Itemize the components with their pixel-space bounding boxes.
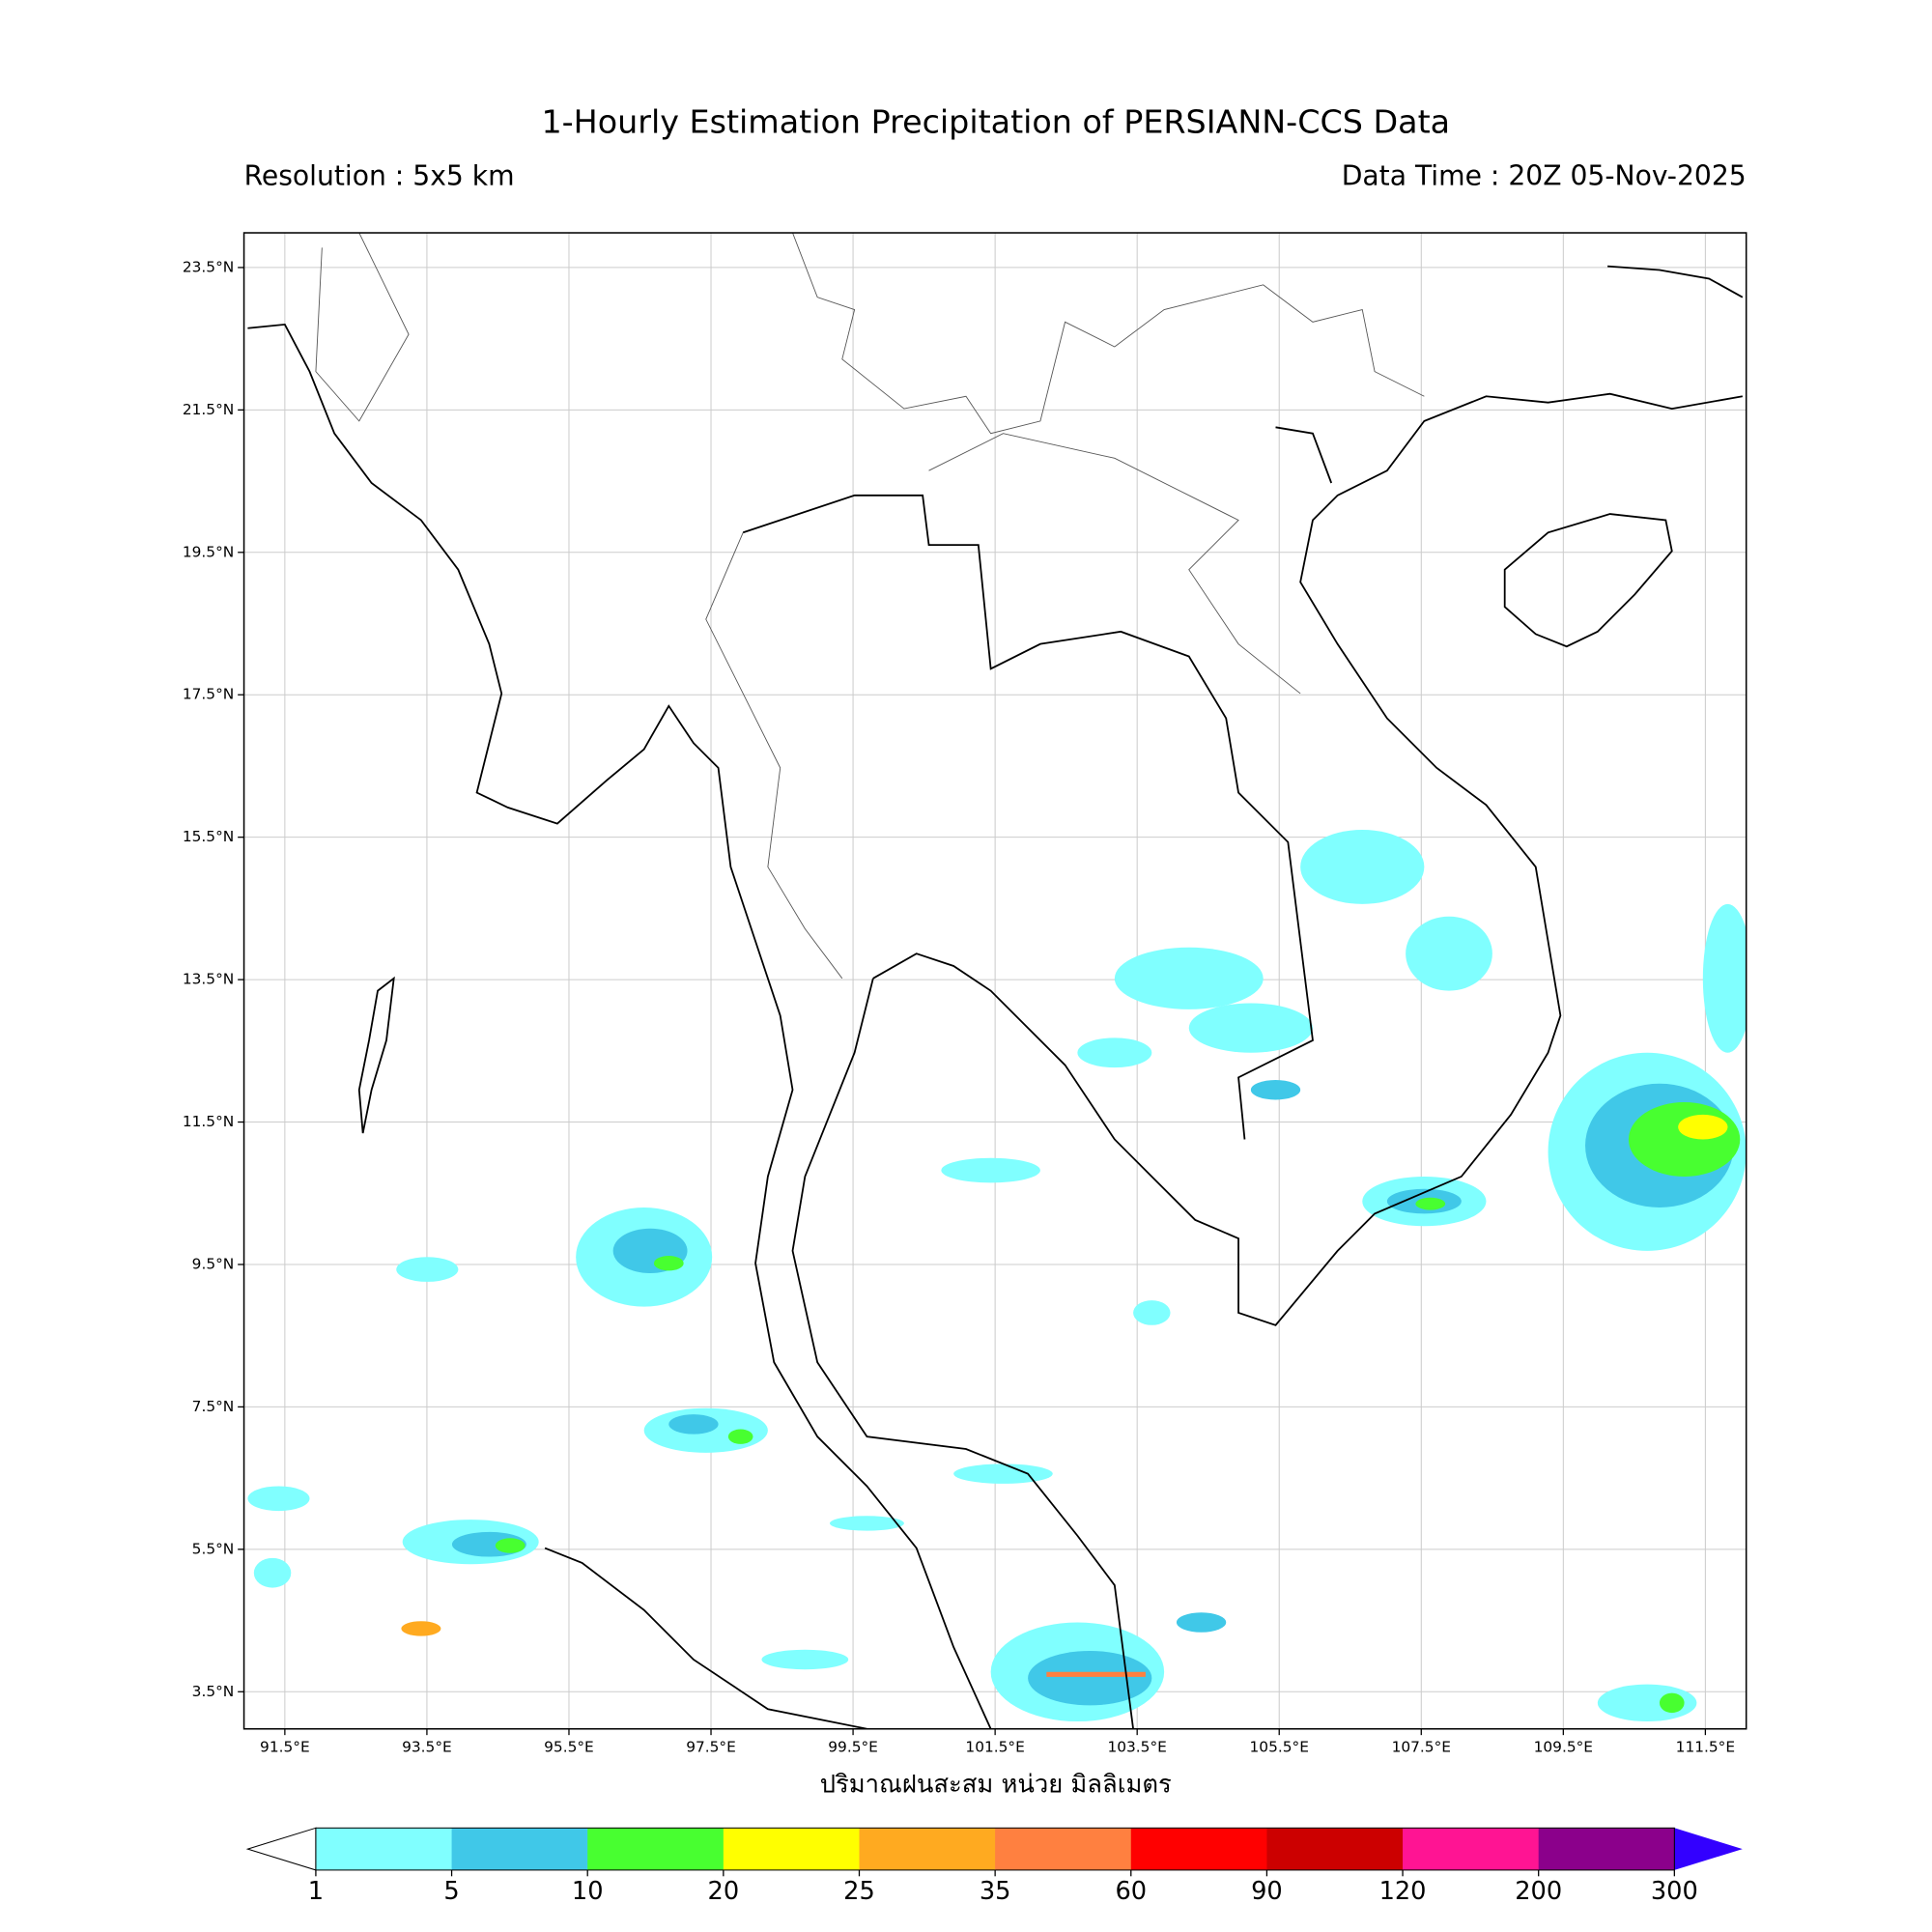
colorbar-box [587, 1828, 724, 1870]
colorbar-label: 35 [980, 1877, 1011, 1906]
lat-label: 23.5°N [183, 258, 234, 275]
lon-label: 101.5°E [965, 1738, 1024, 1755]
lon-label: 93.5°E [402, 1738, 452, 1755]
lat-label: 5.5°N [192, 1540, 235, 1557]
lon-label: 97.5°E [686, 1738, 736, 1755]
lon-label: 107.5°E [1392, 1738, 1451, 1755]
colorbar-label: 10 [572, 1877, 604, 1906]
colorbar-label: 60 [1115, 1877, 1147, 1906]
lon-label: 99.5°E [828, 1738, 878, 1755]
colorbar-over [1674, 1828, 1743, 1870]
colorbar-label: 120 [1379, 1877, 1427, 1906]
lat-label: 9.5°N [192, 1255, 235, 1272]
lon-label: 111.5°E [1676, 1738, 1735, 1755]
title: 1-Hourly Estimation Precipitation of PER… [541, 103, 1450, 141]
colorbar-box [1266, 1828, 1404, 1870]
map-frame [242, 232, 1747, 1730]
colorbar-box [723, 1828, 861, 1870]
precipitation [247, 829, 1747, 1722]
lat-label: 21.5°N [183, 401, 234, 418]
data-time: Data Time : 20Z 05-Nov-2025 [1342, 159, 1747, 191]
colorbar-box [859, 1828, 996, 1870]
lon-label: 103.5°E [1107, 1738, 1166, 1755]
lat-label: 19.5°N [183, 543, 234, 560]
x-axis-label: ปริมาณฝนสะสม หน่วย มิลลิเมตร [820, 1771, 1172, 1800]
resolution: Resolution : 5x5 km [244, 159, 515, 191]
colorbar-label: 300 [1651, 1877, 1698, 1906]
lon-label: 105.5°E [1250, 1738, 1309, 1755]
colorbar-label: 20 [708, 1877, 740, 1906]
lon-label: 91.5°E [260, 1738, 310, 1755]
lat-label: 13.5°N [183, 971, 234, 988]
colorbar-box [995, 1828, 1132, 1870]
lat-label: 17.5°N [183, 686, 234, 703]
borders [315, 233, 1425, 1140]
colorbar-label: 200 [1515, 1877, 1562, 1906]
lat-label: 7.5°N [192, 1398, 235, 1415]
colorbar-label: 90 [1251, 1877, 1283, 1906]
lat-label: 11.5°N [183, 1113, 234, 1130]
coastlines [247, 265, 1744, 1729]
colorbar-label: 1 [308, 1877, 324, 1906]
lon-label: 109.5°E [1534, 1738, 1593, 1755]
colorbar-box [1538, 1828, 1675, 1870]
lat-label: 3.5°N [192, 1683, 235, 1700]
colorbar: 1 5 10 20 25 35 60 90 120 200 300 [245, 1827, 1743, 1906]
lat-label: 15.5°N [183, 828, 234, 845]
lon-label: 95.5°E [544, 1738, 594, 1755]
colorbar-box [1130, 1828, 1268, 1870]
colorbar-under [245, 1827, 317, 1871]
colorbar-label: 5 [443, 1877, 459, 1906]
colorbar-box [451, 1828, 588, 1870]
grid: 23.5°N 21.5°N 19.5°N 17.5°N 15.5°N 13.5°N 11.5… [183, 233, 1747, 1755]
colorbar-box [1403, 1828, 1540, 1870]
colorbar-box [315, 1828, 453, 1870]
map-layers [247, 233, 1747, 1729]
colorbar-label: 25 [843, 1877, 875, 1906]
